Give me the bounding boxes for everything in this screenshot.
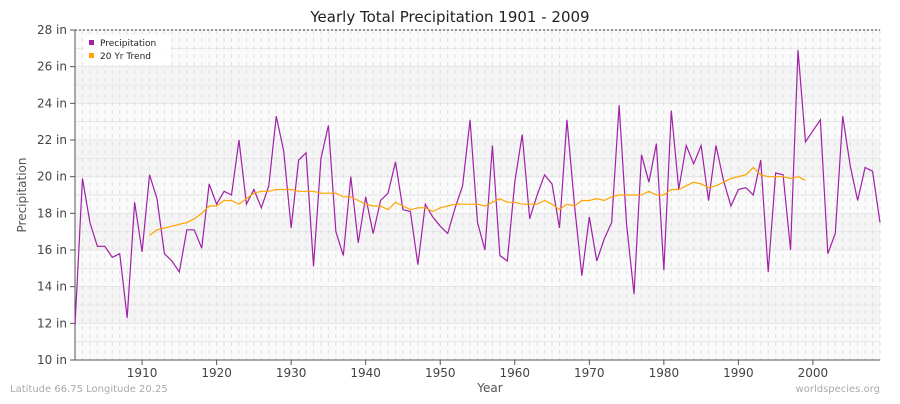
x-tick-label: 1970 bbox=[574, 366, 605, 380]
legend-swatch-precipitation bbox=[89, 40, 94, 45]
trend-line bbox=[149, 166, 806, 236]
y-axis-label: Precipitation bbox=[15, 157, 29, 232]
x-tick-label: 1940 bbox=[350, 366, 381, 380]
y-tick-label: 20 in bbox=[37, 170, 67, 184]
y-tick-label: 22 in bbox=[37, 133, 67, 147]
y-tick-label: 28 in bbox=[37, 23, 67, 37]
x-tick-label: 1950 bbox=[425, 366, 456, 380]
legend-label-precipitation: Precipitation bbox=[100, 39, 156, 49]
y-tick-label: 16 in bbox=[37, 243, 67, 257]
x-tick-label: 1980 bbox=[649, 366, 680, 380]
y-tick-label: 18 in bbox=[37, 206, 67, 220]
x-tick-label: 2000 bbox=[798, 366, 829, 380]
chart-title: Yearly Total Precipitation 1901 - 2009 bbox=[309, 8, 589, 26]
legend-box bbox=[83, 35, 171, 65]
y-tick-label: 14 in bbox=[37, 280, 67, 294]
y-tick-label: 26 in bbox=[37, 60, 67, 74]
x-tick-label: 1910 bbox=[127, 366, 158, 380]
x-tick-label: 1920 bbox=[201, 366, 232, 380]
legend-swatch-trend bbox=[89, 53, 94, 58]
x-tick-label: 1990 bbox=[723, 366, 754, 380]
footer-location: Latitude 66.75 Longitude 20.25 bbox=[10, 384, 168, 395]
y-tick-label: 10 in bbox=[37, 353, 67, 367]
y-tick-label: 12 in bbox=[37, 316, 67, 330]
precipitation-line bbox=[74, 50, 881, 326]
legend: Precipitation 20 Yr Trend bbox=[83, 35, 171, 65]
footer-site: worldspecies.org bbox=[796, 384, 880, 395]
x-tick-label: 1930 bbox=[276, 366, 307, 380]
x-tick-label: 1960 bbox=[499, 366, 530, 380]
y-tick-label: 24 in bbox=[37, 96, 67, 110]
legend-label-trend: 20 Yr Trend bbox=[100, 52, 151, 62]
x-axis-label: Year bbox=[476, 381, 502, 395]
